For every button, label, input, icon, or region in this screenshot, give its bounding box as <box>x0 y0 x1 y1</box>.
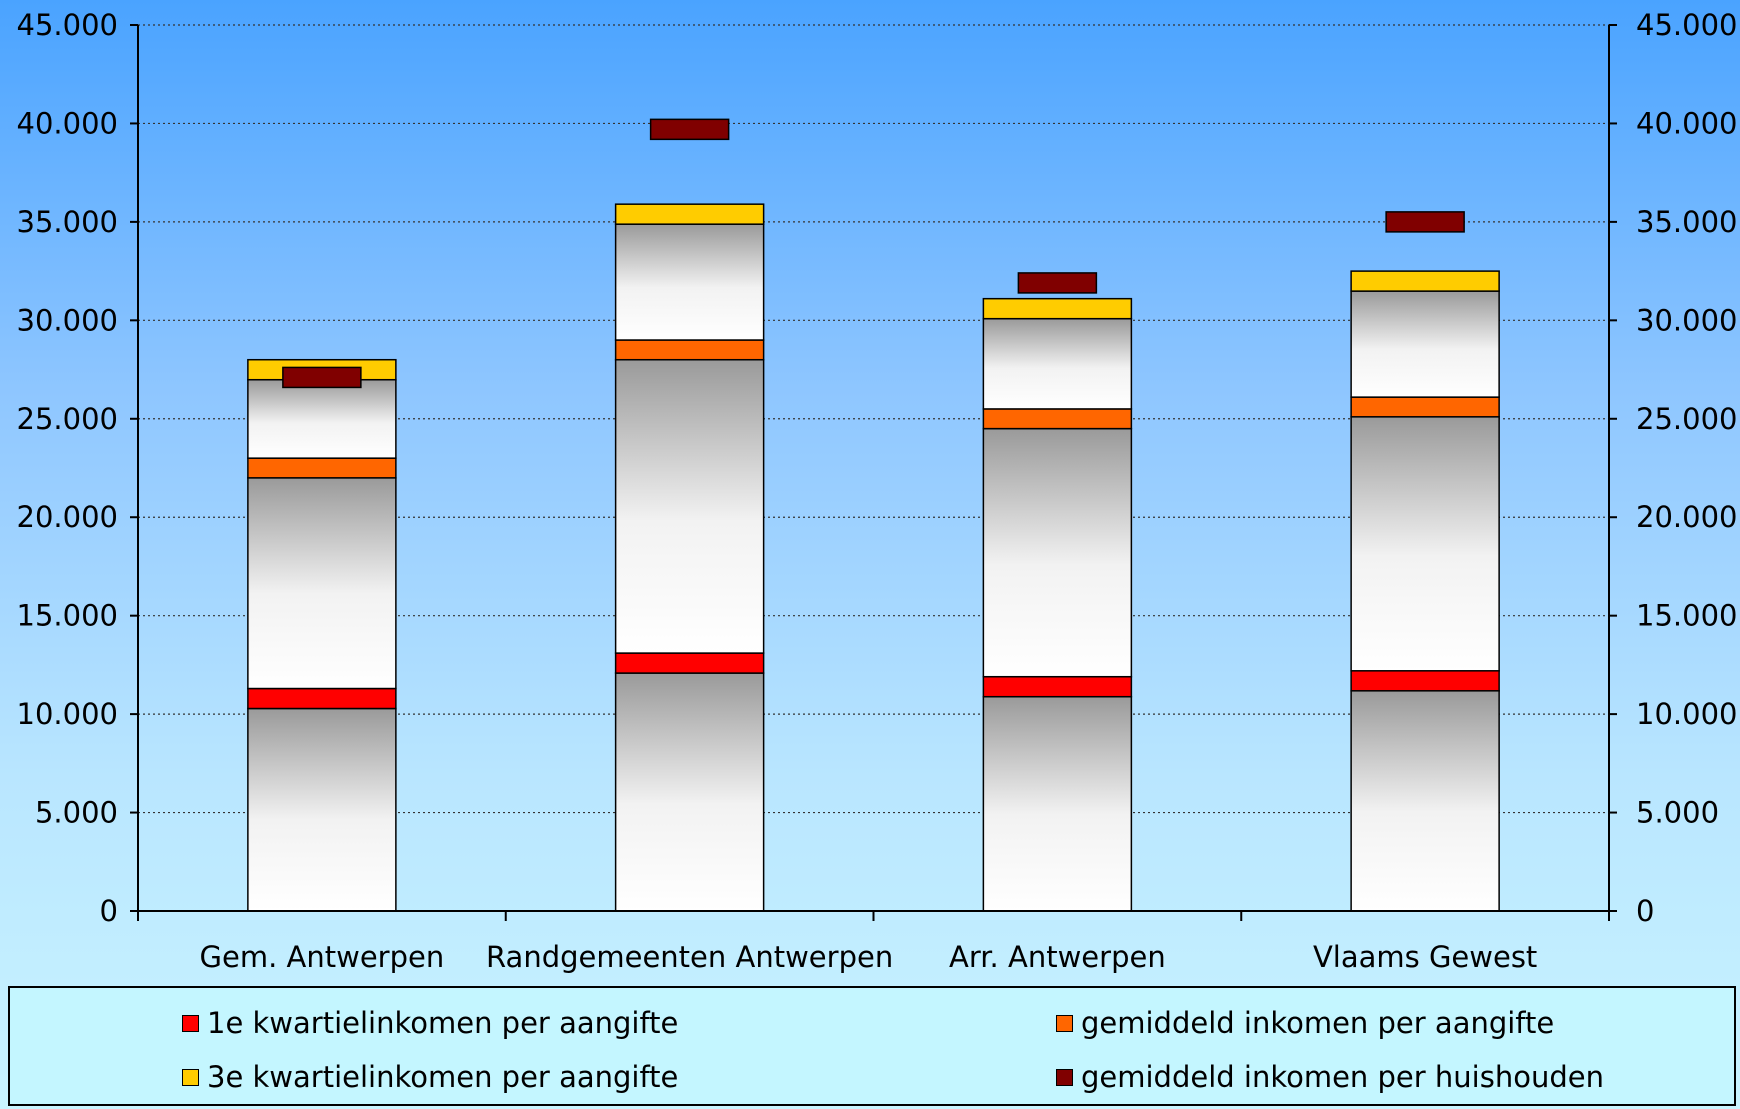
legend-label: gemiddeld inkomen per huishouden <box>1081 1060 1604 1094</box>
y-tick-label-left: 5.000 <box>35 796 118 830</box>
bar-mean-mark <box>982 408 1133 430</box>
bar-q1-mark <box>1350 670 1500 692</box>
household-marker <box>1385 211 1465 233</box>
bar-segment-mean-q3 <box>1350 290 1500 398</box>
bar-mean-mark <box>614 339 765 361</box>
bar-q1-mark <box>614 652 765 674</box>
y-tick-label-left: 10.000 <box>17 697 118 731</box>
y-tick-label-right: 20.000 <box>1636 500 1737 534</box>
legend-item-gemiddeld-huishouden: gemiddeld inkomen per huishouden <box>1056 1060 1604 1094</box>
bar-segment-lower <box>247 707 397 912</box>
legend: 1e kwartielinkomen per aangifte gemiddel… <box>8 986 1736 1106</box>
y-tick-label-right: 30.000 <box>1636 303 1737 337</box>
legend-label: 1e kwartielinkomen per aangifte <box>207 1006 679 1040</box>
legend-item-1e-kwartiel: 1e kwartielinkomen per aangifte <box>182 1006 678 1040</box>
axes: 0 0 5.000 5.000 10.000 10.000 15.000 15.000 20.0… <box>17 8 1738 974</box>
y-tick-label-right: 5.000 <box>1636 796 1719 830</box>
bar-segment-lower <box>614 672 765 912</box>
bar-q3-mark <box>982 297 1133 320</box>
legend-item-3e-kwartiel: 3e kwartielinkomen per aangifte <box>182 1060 678 1094</box>
y-tick-label-left: 25.000 <box>17 402 118 436</box>
legend-swatch-icon <box>182 1068 199 1086</box>
bar-mean-mark <box>1350 396 1500 418</box>
y-tick-label-right: 45.000 <box>1636 8 1737 42</box>
x-category-label: Arr. Antwerpen <box>949 940 1166 974</box>
bar-segment-mean-q3 <box>982 317 1133 410</box>
bar-segment-q1-median <box>982 427 1133 678</box>
y-tick-label-left: 35.000 <box>17 205 118 239</box>
bar-q1-mark <box>982 675 1133 698</box>
bar-segment-lower <box>982 695 1133 912</box>
legend-swatch-icon <box>1056 1068 1073 1086</box>
y-tick-label-right: 40.000 <box>1636 106 1737 140</box>
y-tick-label-left: 45.000 <box>17 8 118 42</box>
legend-item-gemiddeld-aangifte: gemiddeld inkomen per aangifte <box>1056 1006 1554 1040</box>
bar-segment-lower <box>1350 690 1500 912</box>
y-tick-label-left: 0 <box>100 894 118 928</box>
bars <box>247 118 1500 912</box>
chart: 0 0 5.000 5.000 10.000 10.000 15.000 15.000 20.0… <box>17 8 1738 974</box>
x-category-label: Vlaams Gewest <box>1313 940 1537 974</box>
x-category-label: Gem. Antwerpen <box>200 940 445 974</box>
household-marker <box>282 366 362 389</box>
legend-label: gemiddeld inkomen per aangifte <box>1081 1006 1555 1040</box>
bar-segment-mean-q3 <box>247 378 397 459</box>
y-tick-label-left: 40.000 <box>17 106 118 140</box>
bar-q3-mark <box>1350 270 1500 292</box>
legend-swatch-icon <box>1056 1014 1073 1032</box>
bar-segment-mean-q3 <box>614 223 765 341</box>
y-tick-label-right: 0 <box>1636 894 1654 928</box>
y-tick-label-right: 35.000 <box>1636 205 1737 239</box>
household-marker <box>649 118 730 141</box>
bar-q3-mark <box>614 203 765 225</box>
bar-segment-q1-median <box>247 477 397 690</box>
y-tick-label-left: 30.000 <box>17 303 118 337</box>
bar-segment-q1-median <box>1350 416 1500 672</box>
y-tick-label-left: 15.000 <box>17 599 118 633</box>
household-marker <box>1017 272 1098 294</box>
x-category-label: Randgemeenten Antwerpen <box>486 940 893 974</box>
y-tick-label-right: 15.000 <box>1636 599 1737 633</box>
legend-label: 3e kwartielinkomen per aangifte <box>207 1060 679 1094</box>
y-tick-label-left: 20.000 <box>17 500 118 534</box>
bar-segment-q1-median <box>614 358 765 654</box>
legend-swatch-icon <box>182 1014 199 1032</box>
y-tick-label-right: 10.000 <box>1636 697 1737 731</box>
bar-mean-mark <box>247 457 397 479</box>
bar-q1-mark <box>247 687 397 710</box>
y-tick-label-right: 25.000 <box>1636 402 1737 436</box>
